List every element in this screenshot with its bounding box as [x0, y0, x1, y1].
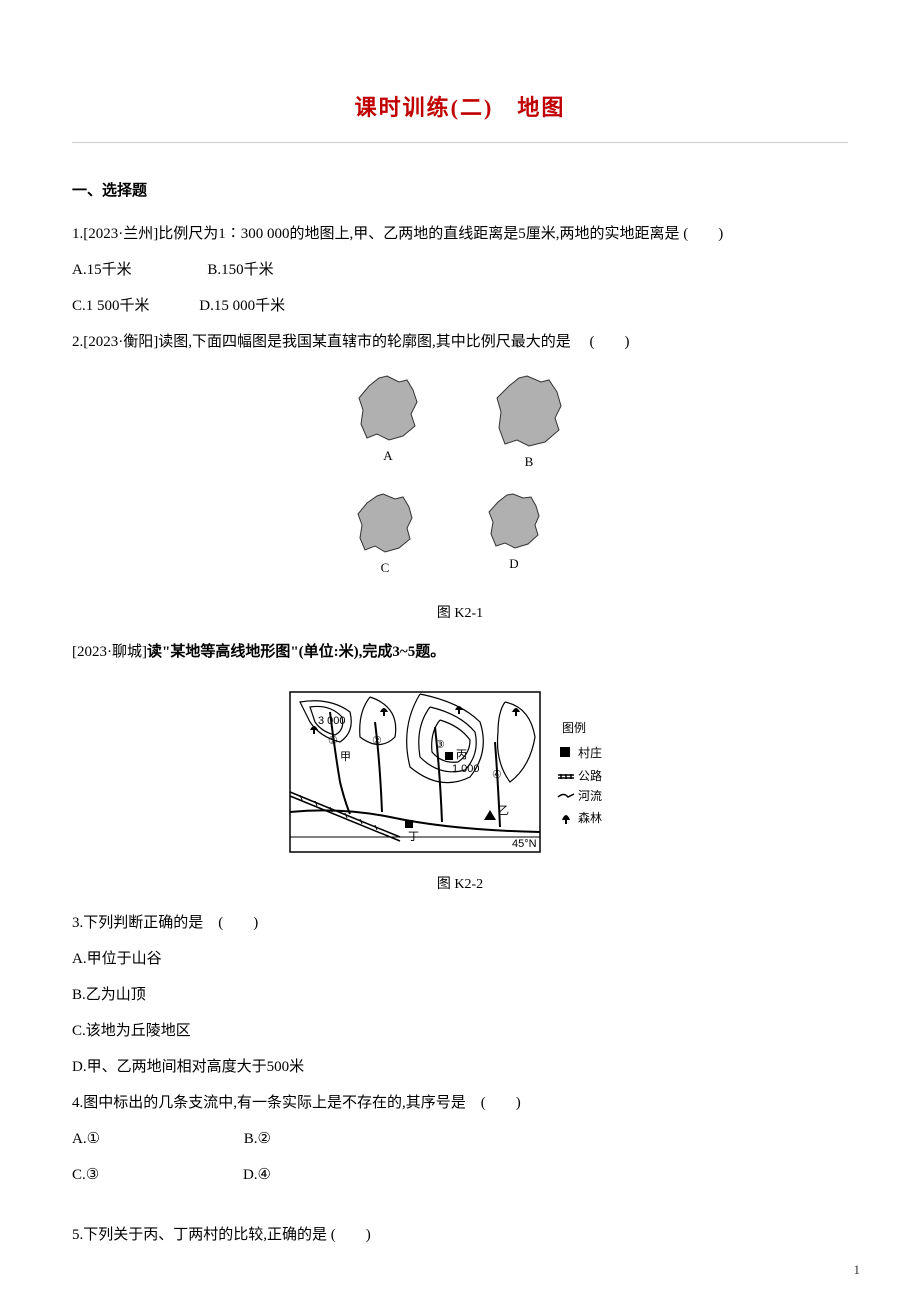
q4-optB: B.②	[244, 1121, 271, 1157]
q1-optA: A.15千米	[72, 252, 132, 288]
map-bing: 丙	[456, 749, 467, 761]
q3-optB: B.乙为山顶	[72, 977, 848, 1013]
label-B: B	[525, 454, 534, 470]
map-yi: 乙	[498, 804, 509, 817]
q1-options-row1: A.15千米 B.150千米	[72, 252, 848, 288]
q2-stem: 2.[2023·衡阳]读图,下面四幅图是我国某直辖市的轮廓图,其中比例尺最大的是…	[72, 324, 848, 360]
label-A: A	[383, 448, 392, 464]
page-title: 课时训练(二) 地图	[72, 90, 848, 122]
page-number: 1	[854, 1262, 861, 1278]
map-s4: ④	[492, 769, 502, 781]
q4-optC: C.③	[72, 1157, 99, 1193]
section-heading: 一、选择题	[72, 179, 848, 200]
q1-optD: D.15 000千米	[199, 288, 285, 324]
q4-stem: 4.图中标出的几条支流中,有一条实际上是不存在的,其序号是 ( )	[72, 1085, 848, 1121]
q4-options-row1: A.① B.②	[72, 1121, 848, 1157]
legend-village: 村庄	[578, 745, 602, 760]
legend-forest: 森林	[578, 810, 602, 825]
passage-text: 读"某地等高线地形图"(单位:米),完成3~5题。	[147, 644, 445, 660]
shape-C: C	[349, 490, 421, 576]
shape-B: B	[487, 372, 571, 470]
q1-optC: C.1 500千米	[72, 288, 150, 324]
q4-optD: D.④	[243, 1157, 271, 1193]
shape-D: D	[481, 490, 547, 576]
map-jia: 甲	[340, 751, 351, 763]
map-h1000: 1 000	[452, 763, 480, 775]
legend-road: 公路	[578, 768, 602, 783]
divider	[72, 142, 848, 143]
q1-stem: 1.[2023·兰州]比例尺为1∶300 000的地图上,甲、乙两地的直线距离是…	[72, 216, 848, 252]
q3-optD: D.甲、乙两地间相对高度大于500米	[72, 1049, 848, 1085]
map-h3000: 3 000	[318, 715, 346, 727]
label-C: C	[381, 560, 390, 576]
label-D: D	[509, 556, 518, 572]
legend-river: 河流	[578, 789, 602, 803]
map-lat: 45°N	[512, 838, 537, 850]
map-s1: ①	[328, 735, 338, 747]
q3-stem: 3.下列判断正确的是 ( )	[72, 905, 848, 941]
map-s3: ③	[435, 739, 445, 751]
passage-3-5: [2023·聊城]读"某地等高线地形图"(单位:米),完成3~5题。	[72, 634, 848, 670]
q1-optB: B.150千米	[207, 252, 273, 288]
q5-stem: 5.下列关于丙、丁两村的比较,正确的是 ( )	[72, 1217, 848, 1253]
figure-k2-2: 3 000 1 000 甲 乙 丙 丁 ① ② ③ ④ 45°N 图例 村庄 公…	[72, 682, 848, 867]
map-ding: 丁	[408, 831, 419, 843]
legend-title: 图例	[562, 721, 586, 735]
q3-optA: A.甲位于山谷	[72, 941, 848, 977]
figure-k2-1-caption: 图 K2-1	[72, 602, 848, 622]
q4-options-row2: C.③ D.④	[72, 1157, 848, 1193]
q3-optC: C.该地为丘陵地区	[72, 1013, 848, 1049]
figure-k2-1: A B C D	[72, 372, 848, 596]
q4-optA: A.①	[72, 1121, 100, 1157]
shape-A: A	[349, 372, 427, 470]
q1-options-row2: C.1 500千米 D.15 000千米	[72, 288, 848, 324]
passage-prefix: [2023·聊城]	[72, 644, 147, 660]
figure-k2-2-caption: 图 K2-2	[72, 873, 848, 893]
map-s2: ②	[372, 735, 382, 747]
